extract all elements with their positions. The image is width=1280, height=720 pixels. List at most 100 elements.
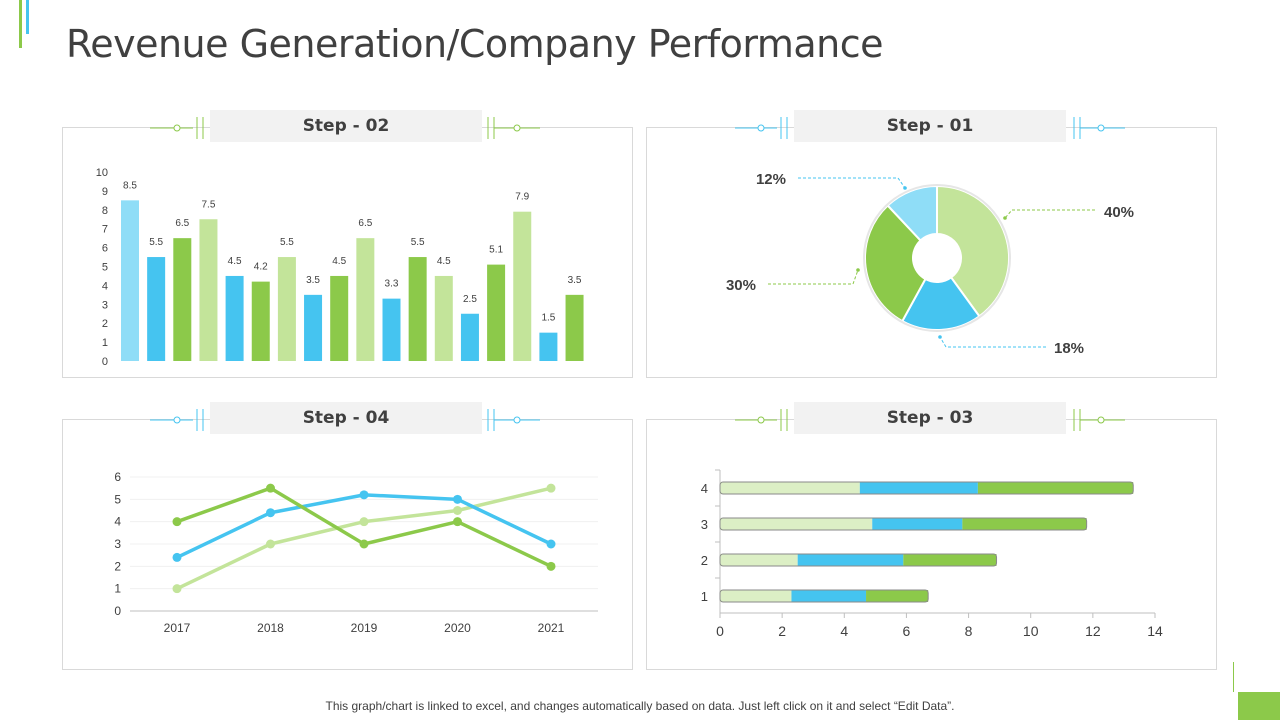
stacked-segment	[859, 482, 978, 494]
stacked-segment	[797, 554, 904, 566]
y-tick-label: 2	[102, 318, 108, 330]
x-tick-label: 2020	[444, 621, 471, 635]
leader-dot	[856, 268, 860, 272]
bar-outline	[719, 553, 998, 567]
series-point	[172, 552, 182, 562]
series-point	[266, 483, 275, 493]
bar-outline	[719, 481, 1134, 495]
y-tick-label: 6	[102, 243, 108, 255]
stacked-segment	[720, 590, 792, 602]
stacked-segment	[720, 518, 873, 530]
y-tick-label: 9	[102, 186, 108, 198]
data-label: 6.5	[358, 218, 372, 229]
y-tick-label: 3	[701, 517, 708, 532]
series-point	[172, 517, 182, 527]
bar	[539, 332, 558, 361]
series-point	[266, 508, 275, 518]
data-label: 4.5	[228, 256, 242, 267]
series-point	[453, 506, 462, 515]
stacked-segment	[977, 482, 1134, 494]
y-tick-label: 7	[102, 224, 108, 236]
data-label: 2.5	[463, 294, 477, 305]
y-tick-label: 4	[701, 481, 708, 496]
x-tick-label: 2	[778, 623, 786, 639]
data-label: 7.9	[515, 192, 529, 203]
series-point	[266, 539, 275, 549]
slice-label: 30%	[726, 277, 756, 294]
footer-note: This graph/chart is linked to excel, and…	[325, 699, 955, 713]
bar	[199, 219, 218, 361]
y-tick-label: 2	[114, 559, 121, 573]
donut-slice	[900, 276, 981, 331]
bar	[565, 294, 584, 361]
leader-dot	[903, 186, 907, 190]
x-tick-label: 8	[965, 623, 973, 639]
series-point	[546, 561, 556, 571]
corner-accent	[1238, 692, 1280, 720]
bar	[147, 257, 166, 361]
step-02-tab: Step - 02	[210, 110, 482, 142]
data-label: 5.5	[411, 237, 425, 248]
x-tick-label: 2017	[164, 621, 191, 635]
series-point	[359, 539, 369, 549]
slice-label: 12%	[756, 171, 786, 188]
y-tick-label: 1	[701, 589, 708, 604]
data-label: 3.5	[306, 275, 320, 286]
stacked-segment	[720, 554, 798, 566]
bar	[487, 264, 506, 361]
x-tick-label: 10	[1023, 623, 1039, 639]
bar	[356, 238, 375, 361]
data-label: 6.5	[175, 218, 189, 229]
stacked-segment	[903, 554, 997, 566]
bar	[173, 238, 192, 361]
data-label: 7.5	[201, 199, 215, 210]
series-point	[453, 494, 462, 504]
donut-slice	[886, 184, 938, 242]
bar-outline	[719, 589, 929, 603]
y-tick-label: 0	[102, 356, 108, 368]
accent-bar-green	[19, 0, 22, 48]
series-point	[453, 517, 462, 527]
y-tick-label: 5	[114, 492, 121, 506]
page-title: Revenue Generation/Company Performance	[66, 22, 884, 66]
x-tick-label: 2018	[257, 621, 284, 635]
y-tick-label: 8	[102, 205, 108, 217]
data-label: 4.5	[332, 256, 346, 267]
leader-line	[798, 177, 906, 189]
data-label: 5.5	[280, 237, 294, 248]
y-tick-label: 2	[701, 553, 708, 568]
series-point	[546, 483, 556, 493]
data-label: 4.5	[437, 256, 451, 267]
x-tick-label: 2019	[351, 621, 378, 635]
donut-outline	[863, 184, 1011, 332]
data-label: 1.5	[541, 313, 555, 324]
data-label: 5.5	[149, 237, 163, 248]
bar	[434, 275, 453, 361]
y-tick-label: 3	[102, 299, 108, 311]
x-tick-label: 0	[716, 623, 724, 639]
data-label: 3.5	[568, 275, 582, 286]
stacked-segment	[866, 590, 929, 602]
bar	[513, 211, 532, 361]
y-tick-label: 1	[114, 582, 121, 596]
bar	[121, 200, 139, 361]
x-tick-label: 14	[1147, 623, 1163, 639]
donut-slice	[936, 184, 1010, 318]
y-tick-label: 3	[114, 537, 121, 551]
stacked-segment	[962, 518, 1087, 530]
bar	[330, 275, 349, 361]
bar	[460, 313, 479, 361]
bar	[277, 257, 296, 361]
series-point	[359, 490, 369, 500]
leader-line	[939, 336, 1046, 348]
leader-dot	[1003, 216, 1007, 220]
x-tick-label: 4	[840, 623, 848, 639]
accent-bar-blue	[26, 0, 29, 34]
slice-label: 40%	[1104, 204, 1134, 221]
x-tick-label: 2021	[538, 621, 565, 635]
